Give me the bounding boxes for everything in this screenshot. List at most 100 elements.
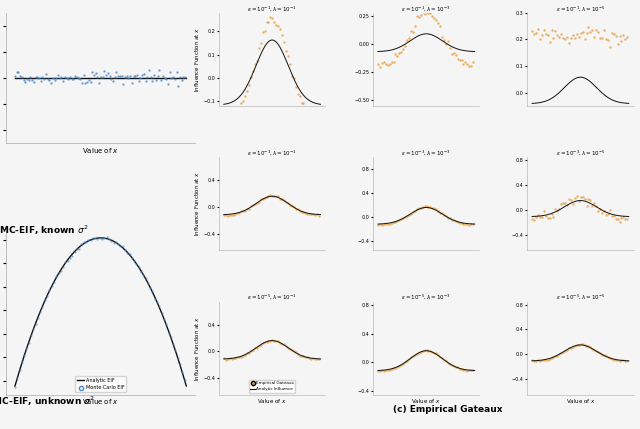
Point — [622, 216, 632, 223]
Point — [562, 346, 572, 353]
Point — [79, 238, 89, 245]
Point — [573, 33, 584, 40]
Point — [456, 220, 467, 227]
Point — [583, 24, 593, 30]
Point — [157, 310, 167, 317]
Point — [179, 377, 189, 384]
Point — [402, 212, 412, 219]
Point — [99, 235, 109, 242]
Point — [120, 246, 130, 253]
Point — [75, 75, 85, 82]
Point — [385, 221, 395, 227]
Point — [583, 196, 593, 202]
Point — [68, 76, 79, 83]
Point — [53, 71, 63, 78]
Point — [127, 80, 137, 87]
Point — [601, 36, 611, 43]
Point — [554, 350, 564, 357]
Point — [435, 22, 445, 29]
Point — [277, 196, 287, 202]
Point — [603, 354, 613, 361]
Point — [232, 209, 243, 216]
Point — [607, 355, 617, 362]
Point — [564, 195, 574, 202]
Point — [593, 349, 604, 356]
Point — [404, 34, 414, 41]
Point — [545, 215, 555, 222]
Point — [21, 345, 31, 352]
Point — [76, 240, 86, 247]
Point — [566, 35, 576, 42]
Point — [415, 11, 426, 18]
Point — [283, 344, 293, 351]
Text: (c) Empirical Gateaux: (c) Empirical Gateaux — [393, 405, 503, 414]
Point — [147, 288, 157, 295]
Point — [410, 22, 420, 29]
Point — [74, 245, 84, 252]
Point — [616, 214, 627, 221]
Point — [599, 208, 609, 214]
Point — [269, 192, 280, 199]
Point — [97, 74, 108, 81]
Point — [10, 384, 20, 390]
Title: $\epsilon = 10^{-3}, \lambda = 10^{-5}$: $\epsilon = 10^{-3}, \lambda = 10^{-5}$ — [556, 148, 605, 157]
Point — [531, 29, 541, 36]
Point — [227, 113, 237, 120]
Point — [266, 192, 276, 199]
Point — [605, 206, 615, 213]
Point — [97, 236, 107, 242]
Point — [67, 252, 77, 259]
Point — [285, 345, 295, 352]
Point — [142, 74, 152, 81]
Point — [39, 76, 49, 83]
Point — [92, 236, 102, 243]
Point — [120, 74, 130, 81]
Point — [291, 206, 301, 213]
Point — [150, 296, 160, 303]
Point — [433, 208, 444, 214]
Point — [60, 259, 70, 266]
Point — [283, 52, 293, 59]
Point — [44, 76, 54, 83]
Point — [298, 208, 308, 215]
Title: $\epsilon = 10^{-5}, \lambda = 10^{-3}$: $\epsilon = 10^{-5}, \lambda = 10^{-3}$ — [401, 293, 451, 301]
Point — [244, 81, 254, 88]
Point — [408, 353, 418, 360]
Point — [394, 363, 404, 370]
Point — [58, 263, 68, 270]
Point — [150, 296, 160, 303]
Point — [445, 45, 455, 51]
Point — [289, 74, 299, 81]
Point — [154, 303, 164, 310]
Point — [83, 236, 93, 243]
Point — [287, 73, 297, 79]
Point — [168, 340, 178, 347]
Point — [564, 39, 574, 46]
Point — [533, 25, 543, 32]
Point — [225, 355, 235, 362]
Point — [228, 114, 239, 121]
Point — [161, 320, 172, 327]
Point — [611, 356, 621, 363]
Point — [95, 235, 105, 242]
Point — [292, 351, 303, 358]
Point — [464, 367, 474, 374]
Point — [281, 342, 291, 349]
Point — [234, 209, 244, 216]
Point — [417, 347, 428, 354]
Point — [166, 334, 176, 341]
Point — [419, 202, 429, 209]
Point — [88, 234, 98, 241]
Point — [390, 51, 401, 58]
Point — [244, 206, 254, 213]
Point — [122, 250, 132, 257]
Point — [63, 257, 73, 264]
Point — [302, 107, 312, 114]
Point — [281, 47, 291, 54]
Point — [558, 199, 568, 206]
Point — [67, 252, 77, 259]
Point — [441, 358, 451, 365]
Point — [588, 345, 598, 352]
Point — [31, 74, 41, 81]
Point — [161, 76, 172, 82]
